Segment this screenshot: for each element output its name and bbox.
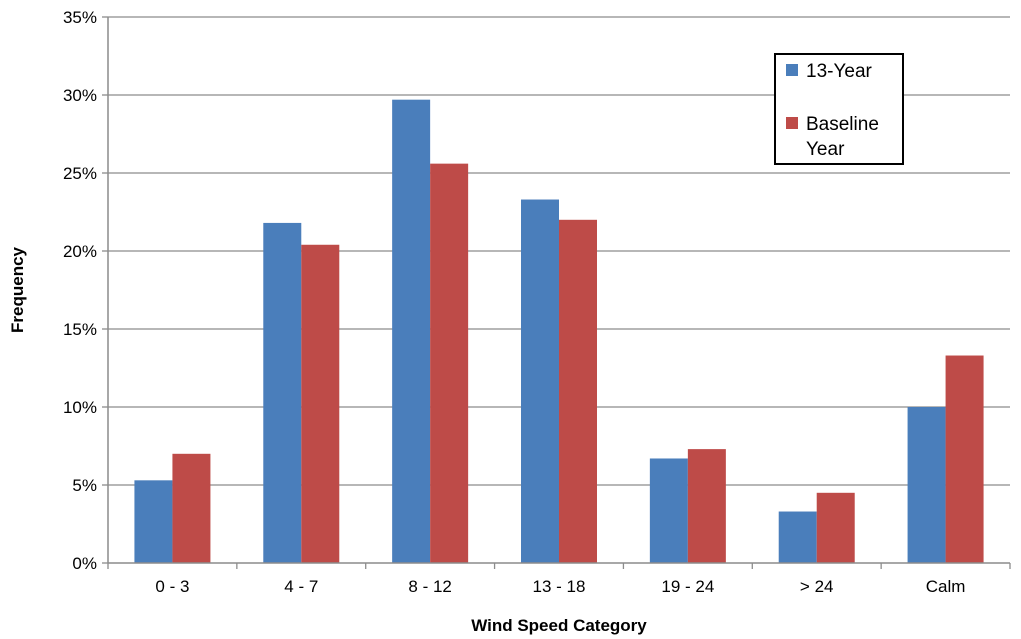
- y-tick-label: 5%: [72, 476, 97, 495]
- y-tick-label: 15%: [63, 320, 97, 339]
- x-axis-ticks: 0 - 3 4 - 7 8 - 12 13 - 18 19 - 24 > 24 Calm: [107, 563, 1011, 596]
- legend-swatch-baseline-year: [786, 117, 798, 129]
- bar-13-year: [263, 222, 302, 564]
- legend: 13-Year Baseline Year: [774, 53, 904, 165]
- bars: [134, 99, 984, 564]
- x-tick-label: 0 - 3: [155, 577, 189, 596]
- y-tick-label: 30%: [63, 86, 97, 105]
- bar-13-year: [649, 458, 688, 563]
- bar-baseline-year: [430, 163, 469, 563]
- legend-swatch-13-year: [786, 64, 798, 76]
- legend-label-13-year: 13-Year: [806, 61, 873, 82]
- y-tick-label: 10%: [63, 398, 97, 417]
- x-tick-label: 19 - 24: [661, 577, 714, 596]
- bar-13-year: [392, 99, 431, 564]
- bar-13-year: [778, 511, 817, 563]
- y-tick-label: 35%: [63, 8, 97, 27]
- bar-baseline-year: [687, 449, 726, 563]
- x-tick-label: 13 - 18: [533, 577, 586, 596]
- bar-baseline-year: [816, 492, 855, 563]
- x-tick-label: 4 - 7: [284, 577, 318, 596]
- bar-13-year: [134, 480, 173, 563]
- y-tick-label: 25%: [63, 164, 97, 183]
- x-tick-label: 8 - 12: [408, 577, 451, 596]
- bar-baseline-year: [945, 355, 984, 563]
- y-tick-label: 0%: [72, 554, 97, 573]
- y-axis-ticks: 0% 5% 10% 15% 20% 25% 30% 35%: [63, 8, 108, 573]
- y-tick-label: 20%: [63, 242, 97, 261]
- bar-13-year: [521, 199, 559, 563]
- x-tick-label: > 24: [800, 577, 834, 596]
- bar-13-year: [907, 407, 946, 563]
- legend-label-line: Baseline: [806, 114, 879, 135]
- bar-baseline-year: [559, 219, 597, 564]
- x-tick-label: Calm: [926, 577, 966, 596]
- legend-label-baseline-year: Baseline Year: [806, 114, 879, 160]
- bar-baseline-year: [172, 453, 211, 563]
- x-axis-title: Wind Speed Category: [471, 616, 647, 635]
- bar-baseline-year: [301, 244, 340, 563]
- legend-label-line: Year: [806, 139, 845, 160]
- y-axis-title: Frequency: [8, 246, 27, 333]
